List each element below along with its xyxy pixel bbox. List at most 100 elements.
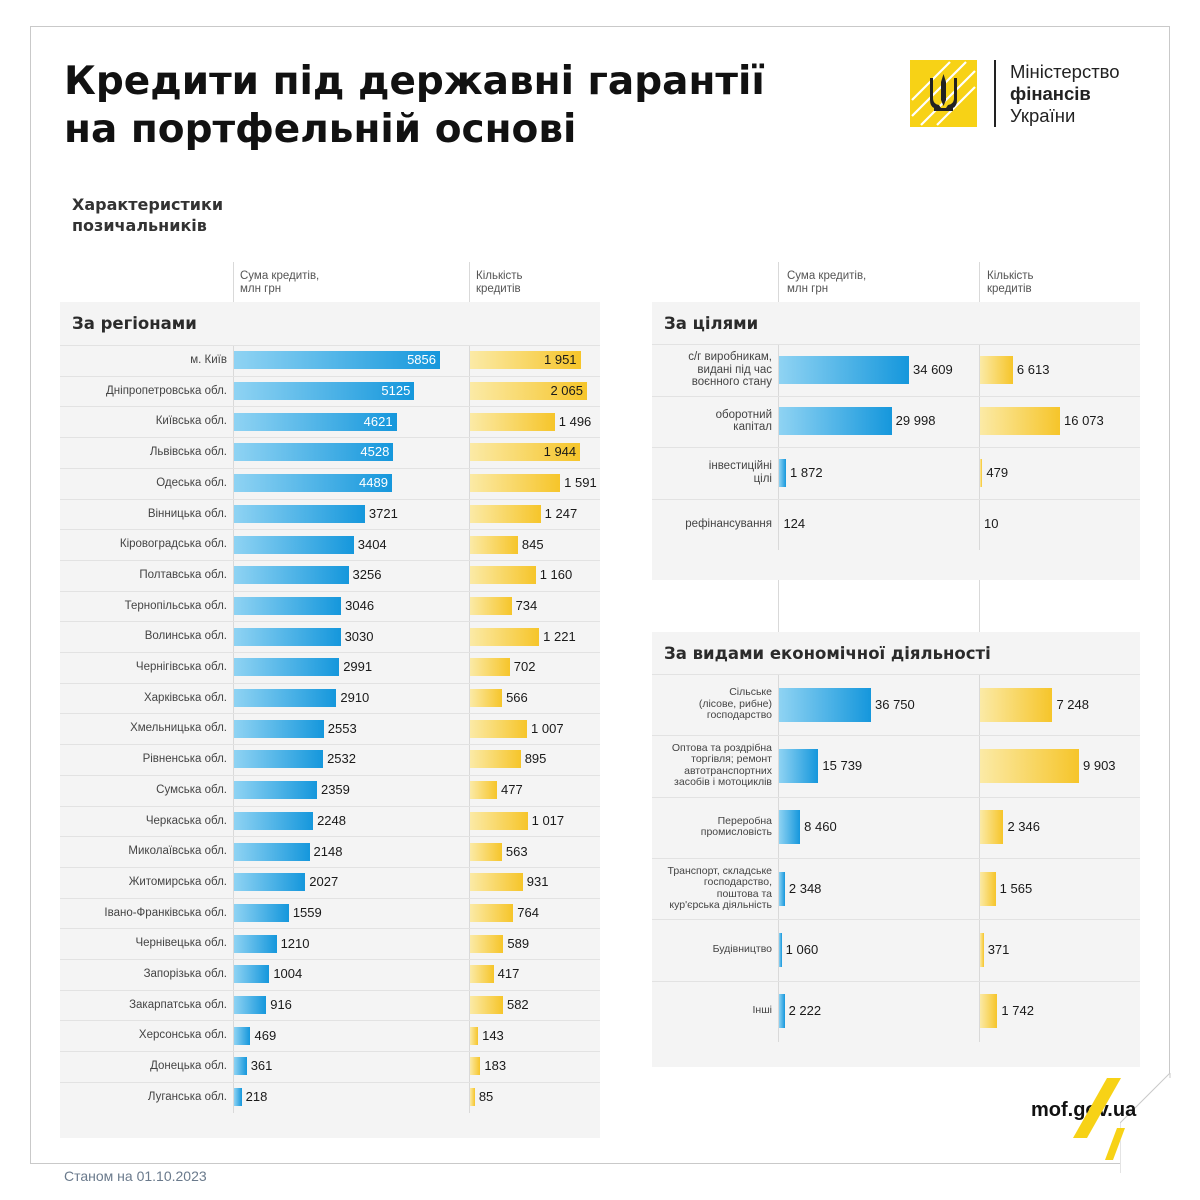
region-count-bar: [470, 658, 510, 677]
region-count-value: 1 951: [544, 352, 577, 368]
purposes-panel: За цілями с/г виробникам, видані під час в…: [652, 302, 1140, 580]
activity-count-bar: [980, 810, 1004, 845]
region-count-value: 845: [521, 536, 544, 552]
region-row: [60, 652, 600, 684]
header-separator: [469, 262, 470, 302]
purpose-sum-bar: [779, 407, 892, 436]
col-header-count-left-line-1: Кількість: [476, 270, 523, 282]
region-sum-bar: [234, 1088, 242, 1107]
site-url: mof.gov.ua: [1031, 1099, 1137, 1121]
region-label: Закарпатська обл.: [129, 998, 227, 1011]
activity-sum-bar: [779, 687, 871, 722]
purpose-row: [652, 447, 1140, 500]
page-title-line-2: на портфельній основі: [64, 107, 577, 152]
purpose-sum-value: 1 872: [790, 464, 823, 480]
region-sum-value: 469: [254, 1027, 277, 1043]
logo-divider: [994, 60, 996, 127]
region-label: Кіровоградська обл.: [119, 538, 227, 551]
col-header-count-right-line-1: Кількість: [987, 270, 1034, 282]
page-title: Кредити під державні гарантії на портфел…: [64, 58, 765, 154]
region-count-bar: [470, 535, 518, 554]
region-sum-bar: [234, 596, 342, 615]
activity-label: Сільське (лісове, рибне) господарство: [699, 687, 772, 722]
purpose-row: [652, 395, 1140, 449]
region-sum-value: 2359: [320, 782, 350, 798]
purpose-count-value: 10: [984, 516, 999, 532]
activity-row: [652, 796, 1140, 859]
panel-gap-separator: [979, 580, 980, 632]
region-sum-bar: [234, 934, 277, 953]
activity-count-value: 9 903: [1083, 757, 1116, 773]
region-label: Харківська обл.: [143, 691, 227, 704]
region-count-bar: [470, 566, 536, 585]
region-count-bar: [470, 627, 540, 646]
region-sum-value: 3030: [344, 628, 374, 644]
region-row: [60, 713, 600, 745]
region-sum-bar: [234, 627, 341, 646]
purpose-row: [652, 344, 1140, 397]
region-sum-bar: [234, 719, 324, 738]
activity-count-value: 371: [987, 941, 1010, 957]
activity-label-line: господарство: [706, 709, 772, 722]
purpose-label: рефінансування: [685, 518, 772, 531]
purpose-sum-value: 34 609: [913, 361, 953, 377]
activity-count-value: 7 248: [1056, 696, 1089, 712]
region-sum-value: 1210: [280, 935, 310, 951]
activity-count-bar: [980, 748, 1079, 783]
region-count-bar: [470, 781, 498, 800]
activity-label-line: Будівництво: [712, 943, 772, 956]
region-label: Сумська обл.: [156, 783, 227, 796]
region-count-bar: [470, 750, 521, 769]
col-header-sum-left: Сума кредитів, млн грн: [240, 270, 319, 296]
activity-label-line: Інші: [752, 1004, 772, 1017]
region-count-value: 417: [497, 966, 520, 982]
region-row: [60, 498, 600, 531]
region-sum-value: 3046: [345, 597, 375, 613]
activity-label: Транспорт, складське господарство, поштова…: [668, 865, 773, 912]
regions-panel: За регіонами м. Київ 5856 1 951 Дніпропетро…: [60, 302, 600, 1138]
region-row: [60, 1020, 600, 1052]
region-sum-value: 2027: [309, 874, 339, 890]
subtitle-line-2: позичальників: [72, 216, 207, 235]
region-count-value: 1 160: [539, 567, 573, 583]
region-row: [60, 529, 600, 561]
activity-label-line: промисловість: [700, 826, 772, 839]
region-sum-value: 5856: [407, 352, 436, 368]
activity-row: [652, 980, 1140, 1043]
region-sum-bar: [234, 750, 324, 769]
activity-sum-value: 36 750: [875, 696, 915, 712]
purpose-count-value: 479: [986, 464, 1009, 480]
region-count-value: 582: [506, 997, 529, 1013]
purpose-sum-bar: [779, 355, 909, 384]
activity-count-bar: [980, 994, 998, 1029]
header-separator: [778, 262, 779, 302]
activity-label-line: торгівля; ремонт: [691, 753, 772, 766]
logo-line-2: фінансів: [1010, 83, 1091, 104]
region-sum-value: 2553: [327, 720, 357, 736]
col-header-count-right-line-2: кредитів: [987, 283, 1032, 295]
region-count-bar: [470, 689, 503, 708]
activity-count-value: 2 346: [1007, 819, 1040, 835]
region-row: [60, 345, 600, 377]
region-count-value: 477: [501, 782, 523, 798]
activity-sum-value: 8 460: [804, 819, 837, 835]
region-sum-bar: [234, 1057, 247, 1076]
region-label: Івано-Франківська обл.: [104, 906, 227, 919]
activity-label-line: поштова та: [716, 887, 772, 900]
activity-sum-bar: [779, 932, 782, 967]
region-count-value: 589: [507, 935, 530, 951]
region-row: [60, 406, 600, 438]
activity-count-value: 1 742: [1001, 1003, 1034, 1019]
purpose-row: [652, 498, 1140, 552]
region-count-bar: [470, 873, 523, 892]
region-count-bar: [470, 412, 555, 431]
region-row: [60, 989, 600, 1022]
region-sum-value: 2910: [340, 690, 370, 706]
region-count-value: 85: [478, 1089, 494, 1105]
region-count-value: 2 065: [550, 383, 583, 399]
activity-label-line: Сільське: [729, 686, 772, 699]
column-separator: [233, 345, 234, 1113]
purpose-label: інвестиційні цілі: [709, 460, 772, 485]
region-count-bar: [470, 443, 581, 462]
region-row: [60, 375, 600, 408]
